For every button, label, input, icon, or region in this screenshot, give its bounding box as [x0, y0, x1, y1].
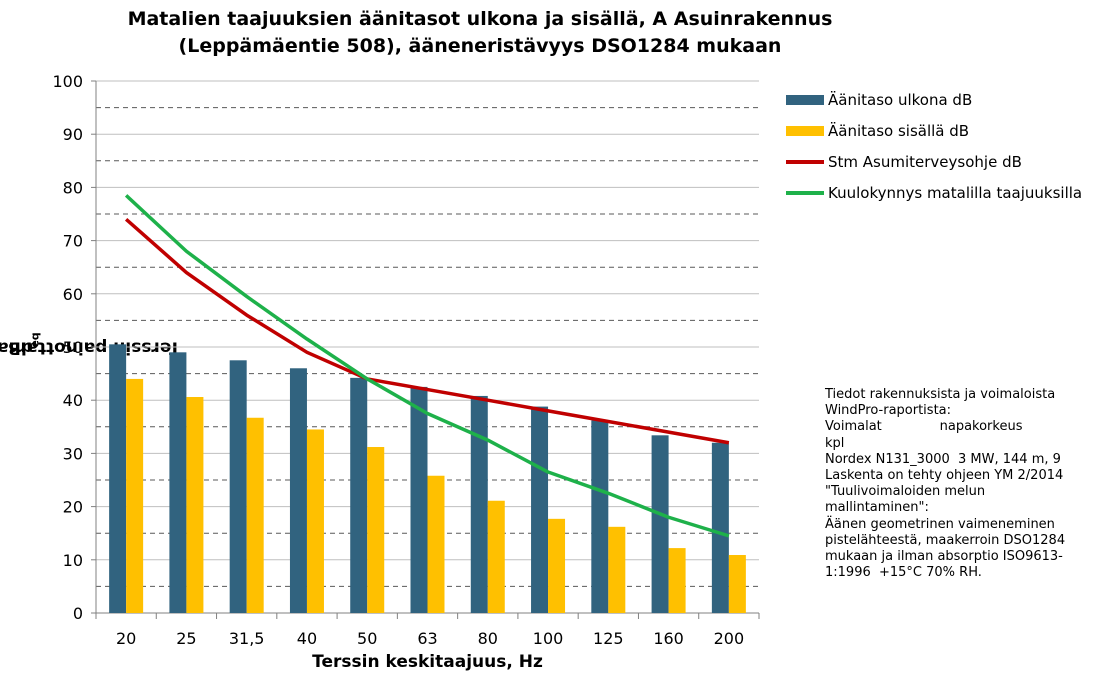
bar-indoor-63: [427, 475, 445, 613]
y-tick-label: 0: [73, 604, 83, 623]
bar-outdoor-20: [109, 344, 127, 613]
bar-indoor-31-5: [246, 417, 264, 613]
x-tick-label: 50: [357, 629, 377, 648]
info-text-line: pistelähteestä, maakerroin DSO1284: [825, 532, 1066, 548]
y-tick-label: 90: [63, 125, 83, 144]
y-tick-label: 60: [63, 285, 83, 304]
y-tick-label: 10: [63, 551, 83, 570]
legend-label: Kuulokynnys matalilla taajuuksilla: [828, 183, 1083, 202]
legend-bar-swatch: [786, 125, 824, 136]
bar-indoor-200: [728, 555, 746, 613]
bar-outdoor-50: [350, 377, 368, 613]
bar-indoor-20: [126, 378, 144, 613]
info-text-line: Laskenta on tehty ohjeen YM 2/2014: [825, 468, 1064, 484]
x-tick-label: 40: [297, 629, 317, 648]
x-tick-label: 31,5: [229, 629, 265, 648]
info-text-box: Tiedot rakennuksista ja voimaloista WindP…: [825, 387, 1115, 581]
x-axis-label: Terssin keskitaajuus, Hz: [312, 652, 543, 672]
info-text-line: Äänen geometrinen vaimeneminen: [825, 516, 1055, 532]
bar-indoor-160: [668, 548, 686, 613]
info-text-line: mallintaminen":: [825, 500, 929, 516]
chart-title-line-1: Matalien taajuuksien äänitasot ulkona ja…: [127, 8, 833, 30]
y-tick-label: 50: [63, 338, 83, 357]
x-tick-label: 63: [417, 629, 437, 648]
chart-title: Matalien taajuuksien äänitasot ulkona ja…: [120, 6, 840, 60]
bar-outdoor-63: [410, 386, 428, 613]
bar-outdoor-100: [531, 406, 549, 613]
x-tick-label: 80: [478, 629, 498, 648]
legend-item: Äänitaso sisällä dB: [786, 115, 1116, 146]
x-tick-label: 25: [176, 629, 196, 648]
x-tick-label: 20: [116, 629, 136, 648]
legend-line-swatch: [786, 190, 824, 195]
x-tick-label: 100: [533, 629, 564, 648]
info-text-line: kpl: [825, 435, 845, 451]
legend-item: Äänitaso ulkona dB: [786, 84, 1116, 115]
bar-outdoor-31-5: [229, 360, 247, 613]
info-text-line: Tiedot rakennuksista ja voimaloista: [825, 387, 1056, 402]
bar-outdoor-25: [169, 352, 187, 613]
info-text-line: Nordex N131_3000 3 MW, 144 m, 9: [825, 451, 1061, 467]
bar-indoor-80: [487, 500, 505, 613]
x-tick-label: 160: [653, 629, 684, 648]
info-text-line: "Tuulivoimaloiden melun: [825, 484, 986, 500]
legend-bar-swatch: [786, 94, 824, 105]
series-line-stm-guideline: [124, 218, 730, 445]
y-tick-label: 100: [52, 72, 83, 91]
chart-title-line-2: (Leppämäentie 508), ääneneristävyys DSO1…: [178, 35, 782, 57]
info-text-line: WindPro-raportista:: [825, 403, 952, 419]
info-text-line: 1:1996 +15°C 70% RH.: [825, 565, 982, 581]
y-tick-label: 80: [63, 178, 83, 197]
legend: Äänitaso ulkona dB Äänitaso sisällä dB Stm…: [786, 84, 1116, 208]
y-tick-label: 20: [63, 498, 83, 517]
legend-label: Stm Asumiterveysohje dB: [828, 152, 1022, 171]
legend-label: Äänitaso ulkona dB: [828, 90, 973, 109]
bar-indoor-25: [186, 397, 204, 613]
y-tick-label: 30: [63, 444, 83, 463]
bar-outdoor-40: [289, 368, 307, 613]
legend-item: Kuulokynnys matalilla taajuuksilla: [786, 177, 1116, 208]
bar-indoor-50: [367, 447, 385, 613]
bar-outdoor-80: [470, 395, 488, 613]
legend-label: Äänitaso sisällä dB: [828, 121, 970, 140]
bar-indoor-100: [548, 518, 566, 613]
y-tick-label: 70: [63, 232, 83, 251]
info-text-line: Voimalat napakorkeus: [825, 419, 1023, 435]
x-tick-label: 125: [593, 629, 624, 648]
bar-outdoor-200: [711, 442, 729, 613]
series-line-hearing-threshold: [124, 194, 730, 538]
bar-indoor-40: [306, 429, 324, 613]
bar-outdoor-125: [591, 420, 609, 613]
info-text-line: mukaan ja ilman absorptio ISO9613-: [825, 549, 1063, 565]
legend-line-swatch: [786, 159, 824, 164]
bar-indoor-125: [608, 526, 626, 613]
x-tick-label: 200: [714, 629, 745, 648]
bar-outdoor-160: [651, 435, 669, 613]
legend-item: Stm Asumiterveysohje dB: [786, 146, 1116, 177]
y-tick-label: 40: [63, 391, 83, 410]
